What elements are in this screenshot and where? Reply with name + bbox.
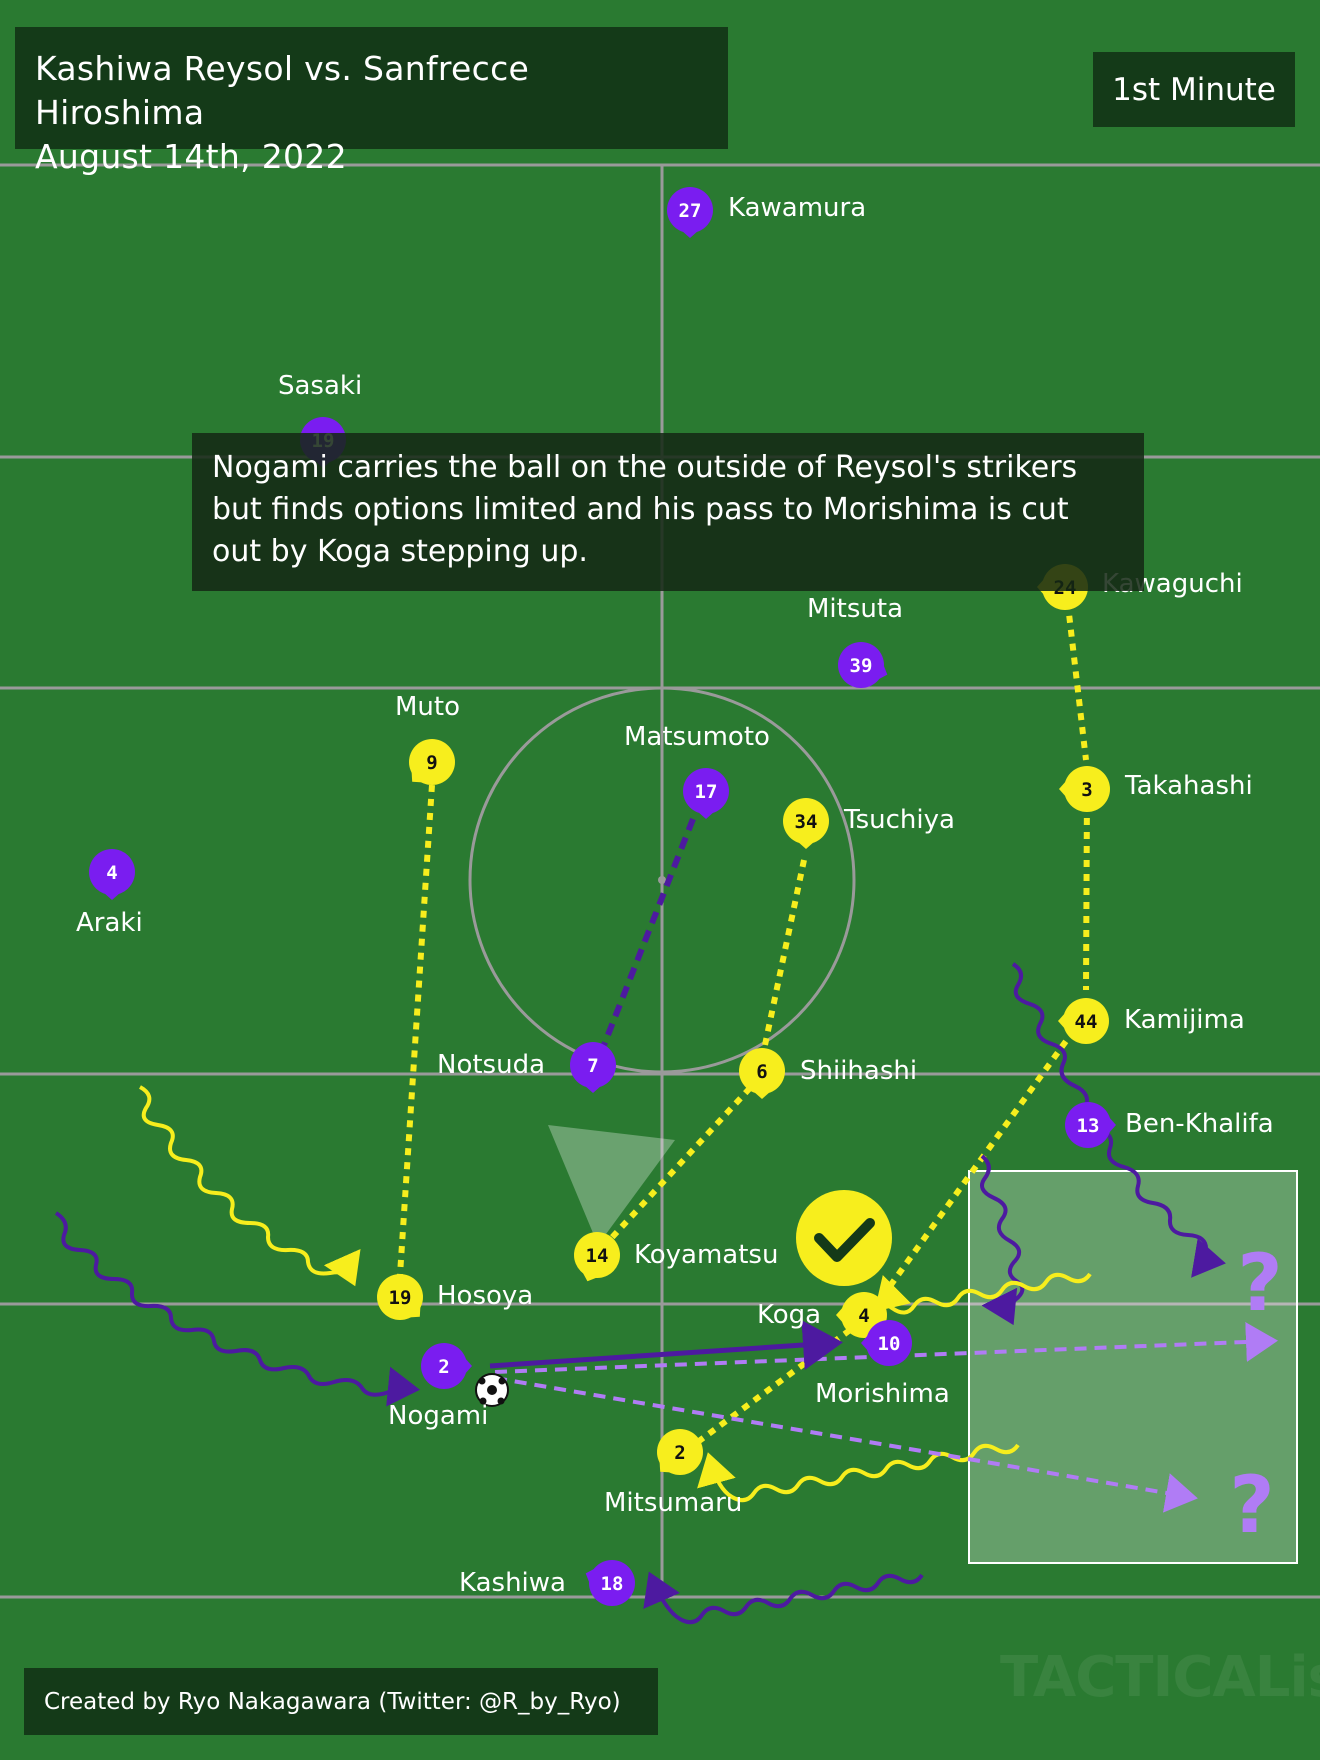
pass-to-morishima [489, 1320, 843, 1370]
reysol-movement-lines [397, 587, 1090, 1458]
player-dot [574, 1232, 620, 1278]
player-marker-ben-khalifa: 13 [1065, 1102, 1116, 1148]
player-label-hosoya: Hosoya [437, 1281, 534, 1311]
player-dot [1065, 1102, 1111, 1148]
title-box: Kashiwa Reysol vs. Sanfrecce Hiroshima A… [15, 27, 728, 176]
player-number: 13 [1077, 1115, 1100, 1137]
player-dot [377, 1274, 423, 1320]
player-marker-mitsuta: 39 [838, 642, 888, 688]
player-dot [838, 642, 884, 688]
player-label-morishima: Morishima [815, 1379, 950, 1409]
player-marker-kawamura: 27 [667, 187, 713, 238]
matsumoto-movement-line [601, 817, 696, 1047]
player-dot [667, 187, 713, 233]
player-marker-mitsumaru: 2 [657, 1429, 703, 1475]
player-label-matsumoto: Matsumoto [624, 722, 770, 752]
description-box: Nogami carries the ball on the outside o… [192, 433, 1144, 591]
player-dot [409, 739, 455, 785]
player-label-shiihashi: Shiihashi [800, 1056, 918, 1086]
player-label-kamijima: Kamijima [1124, 1005, 1245, 1035]
player-label-araki: Araki [76, 908, 143, 938]
player-label-nogami: Nogami [388, 1401, 489, 1431]
player-dot [421, 1343, 467, 1389]
credit-text: Created by Ryo Nakagawara (Twitter: @R_b… [44, 1688, 621, 1715]
player-dot [683, 768, 729, 814]
ball-icon [475, 1373, 509, 1407]
player-number: 9 [426, 752, 437, 774]
player-marker-shiihashi: 6 [739, 1048, 785, 1099]
player-number: 34 [795, 811, 818, 833]
player-label-kashiwa: Kashiwa [459, 1568, 566, 1598]
player-label-koga: Koga [757, 1300, 822, 1330]
player-dot [89, 849, 135, 895]
interception-check-icon [796, 1190, 892, 1286]
player-dot [570, 1042, 616, 1088]
match-date: August 14th, 2022 [35, 137, 347, 176]
player-marker-muto: 9 [409, 739, 455, 785]
player-marker-matsumoto: 17 [683, 768, 729, 819]
player-number: 39 [850, 655, 873, 677]
player-dot [739, 1048, 785, 1094]
question-mark-icon: ? [1237, 1239, 1282, 1329]
player-label-notsuda: Notsuda [437, 1050, 546, 1080]
player-number: 3 [1081, 779, 1092, 801]
player-dot [866, 1320, 912, 1366]
player-number: 44 [1075, 1011, 1098, 1033]
player-label-sasaki: Sasaki [278, 371, 363, 401]
player-marker-morishima: 10 [861, 1320, 912, 1366]
player-number: 18 [601, 1573, 624, 1595]
centre-spot [658, 876, 666, 884]
player-label-koyamatsu: Koyamatsu [634, 1240, 779, 1270]
hosoya-run [138, 1085, 361, 1287]
player-label-ben-khalifa: Ben-Khalifa [1125, 1109, 1274, 1139]
player-dot [1064, 766, 1110, 812]
player-marker-koyamatsu: 14 [574, 1232, 620, 1282]
player-marker-takahashi: 3 [1059, 766, 1110, 812]
question-mark-icon: ? [1229, 1461, 1274, 1551]
player-label-tsuchiya: Tsuchiya [844, 805, 955, 835]
player-number: 4 [106, 862, 117, 884]
player-label-mitsuta: Mitsuta [807, 594, 904, 624]
player-number: 27 [679, 200, 702, 222]
player-label-mitsumaru: Mitsumaru [604, 1488, 743, 1518]
player-number: 2 [674, 1442, 685, 1464]
player-marker-nogami: 2 [421, 1343, 472, 1389]
watermark-logo: TACTICALista [1000, 1645, 1320, 1710]
player-marker-hosoya: 19 [377, 1274, 423, 1320]
player-label-takahashi: Takahashi [1125, 771, 1253, 801]
player-number: 14 [586, 1245, 609, 1267]
player-marker-notsuda: 7 [570, 1042, 616, 1093]
player-marker-tsuchiya: 34 [783, 798, 829, 849]
player-number: 6 [756, 1061, 767, 1083]
player-dot [1063, 998, 1109, 1044]
player-number: 19 [389, 1287, 412, 1309]
player-number: 17 [695, 781, 718, 803]
morishima-support-run [980, 1154, 1025, 1326]
player-number: 2 [438, 1356, 449, 1378]
nogami-run [54, 1211, 420, 1407]
player-marker-araki: 4 [89, 849, 135, 900]
vision-cone [548, 1125, 675, 1245]
pass-option-lower [494, 1376, 1198, 1513]
player-label-kawamura: Kawamura [728, 193, 867, 223]
player-label-muto: Muto [395, 692, 461, 722]
kashiwa-run [643, 1571, 924, 1625]
match-title: Kashiwa Reysol vs. Sanfrecce Hiroshima [35, 49, 530, 132]
player-number: 7 [587, 1055, 598, 1077]
description-text: Nogami carries the ball on the outside o… [212, 450, 1078, 569]
player-dot [589, 1560, 635, 1606]
player-number: 4 [858, 1305, 869, 1327]
credit-box: Created by Ryo Nakagawara (Twitter: @R_b… [24, 1668, 658, 1735]
koga-cover-run [874, 1272, 1092, 1315]
player-marker-kamijima: 44 [1058, 998, 1109, 1044]
player-dot [783, 798, 829, 844]
player-number: 10 [878, 1333, 901, 1355]
minute-badge: 1st Minute [1093, 52, 1295, 127]
minute-label: 1st Minute [1112, 71, 1276, 108]
player-marker-kashiwa: 18 [585, 1560, 635, 1606]
player-dot [657, 1429, 703, 1475]
